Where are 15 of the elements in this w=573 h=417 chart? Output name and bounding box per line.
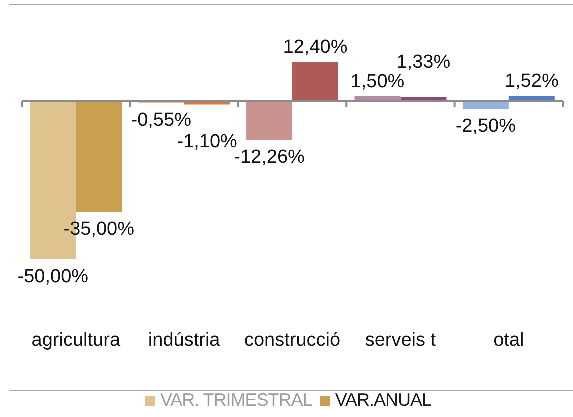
data-label: 1,52%	[504, 71, 559, 92]
data-label: 12,40%	[283, 36, 348, 58]
data-label: -0,55%	[131, 110, 192, 131]
data-label: -50,00%	[18, 266, 89, 288]
data-label: 1,50%	[350, 71, 405, 92]
data-label: -2,50%	[456, 116, 516, 137]
legend-label: VAR.ANUAL	[335, 390, 432, 410]
x-tick-label: serveis t	[365, 330, 437, 351]
x-tick-label: indústria	[148, 330, 221, 351]
data-label: -35,00%	[64, 218, 135, 240]
x-tick-label: otal	[494, 330, 524, 351]
x-tick-label: construcció	[244, 330, 341, 351]
x-tick-label: agricultura	[32, 330, 121, 351]
legend-label: VAR. TRIMESTRAL	[160, 390, 312, 410]
data-label: 1,33%	[396, 52, 451, 73]
